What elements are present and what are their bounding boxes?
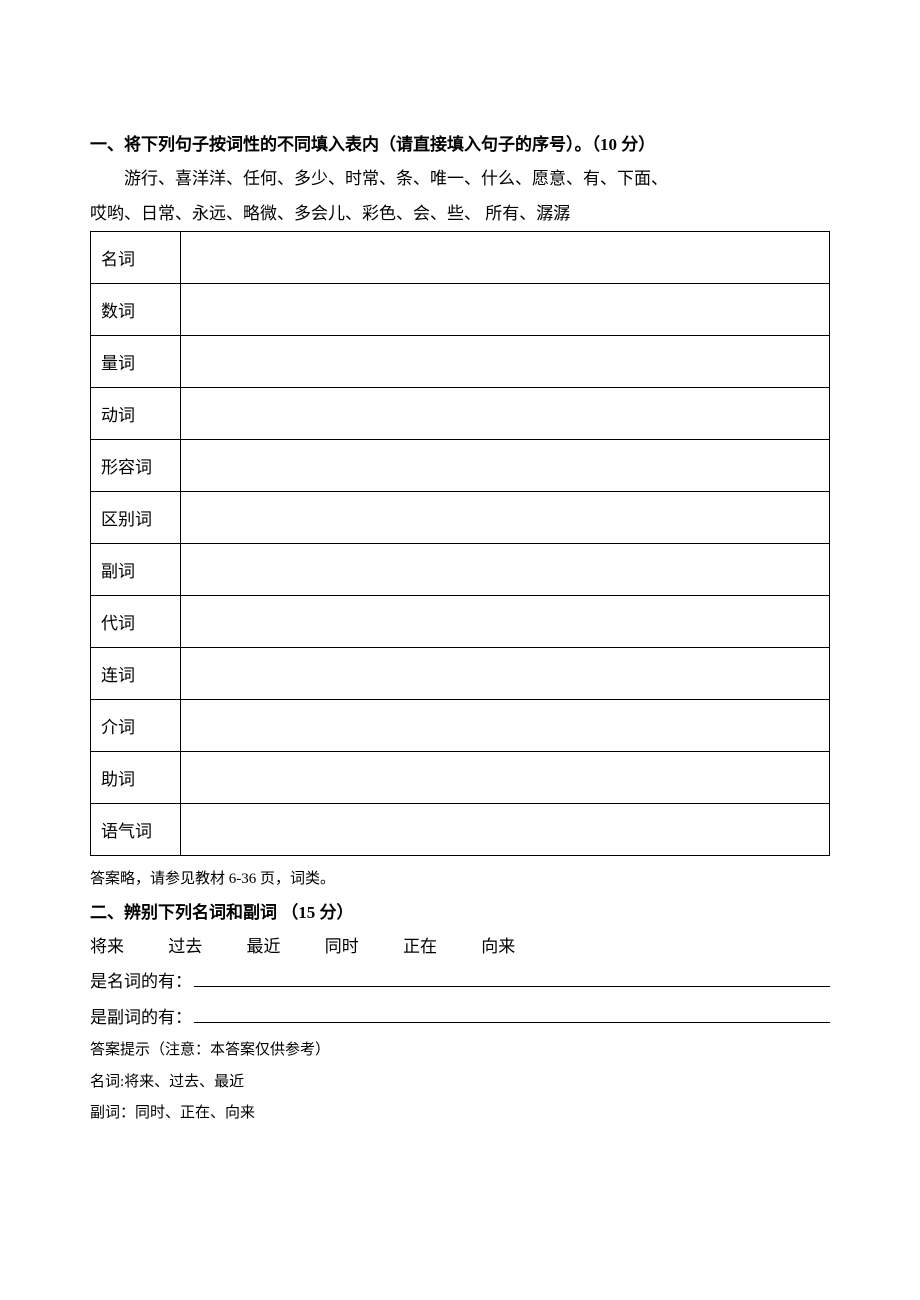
word-list-line-2: 哎哟、日常、永远、略微、多会儿、彩色、会、些、 所有、潺潺: [90, 198, 830, 229]
noun-fill-line: 是名词的有：: [90, 964, 830, 1000]
pos-table-body: 名词 数词 量词 动词 形容词 区别词: [91, 232, 830, 856]
section-2-words: 将来 过去 最近 同时 正在 向来: [90, 930, 830, 964]
row-value[interactable]: [181, 232, 830, 284]
row-value[interactable]: [181, 752, 830, 804]
adverb-fill-line: 是副词的有：: [90, 1000, 830, 1036]
table-row: 语气词: [91, 804, 830, 856]
row-value[interactable]: [181, 492, 830, 544]
row-label: 语气词: [91, 804, 181, 856]
table-row: 代词: [91, 596, 830, 648]
table-row: 连词: [91, 648, 830, 700]
table-row: 区别词: [91, 492, 830, 544]
row-value[interactable]: [181, 336, 830, 388]
row-value[interactable]: [181, 284, 830, 336]
word-item: 正在: [403, 930, 437, 964]
row-label: 代词: [91, 596, 181, 648]
section-2: 二、辨别下列名词和副词 （15 分） 将来 过去 最近 同时 正在 向来 是名词…: [90, 896, 830, 1130]
row-label: 区别词: [91, 492, 181, 544]
row-value[interactable]: [181, 544, 830, 596]
row-label: 动词: [91, 388, 181, 440]
table-row: 介词: [91, 700, 830, 752]
word-item: 过去: [168, 930, 202, 964]
row-value[interactable]: [181, 596, 830, 648]
answer-adverb: 副词：同时、正在、向来: [90, 1098, 830, 1130]
row-label: 数词: [91, 284, 181, 336]
row-label: 量词: [91, 336, 181, 388]
table-row: 形容词: [91, 440, 830, 492]
word-item: 将来: [90, 930, 124, 964]
table-row: 助词: [91, 752, 830, 804]
word-item: 最近: [247, 930, 281, 964]
noun-underline[interactable]: [194, 967, 830, 987]
row-value[interactable]: [181, 700, 830, 752]
noun-label: 是名词的有：: [90, 964, 192, 1000]
section-2-title: 二、辨别下列名词和副词 （15 分）: [90, 896, 830, 930]
table-row: 副词: [91, 544, 830, 596]
section-1: 一、将下列句子按词性的不同填入表内（请直接填入句子的序号）。（10 分） 游行、…: [90, 130, 830, 896]
table-row: 名词: [91, 232, 830, 284]
row-label: 形容词: [91, 440, 181, 492]
section-1-answer-note: 答案略，请参见教材 6-36 页，词类。: [90, 864, 830, 896]
row-label: 副词: [91, 544, 181, 596]
word-list-line-1: 游行、喜洋洋、任何、多少、时常、条、唯一、什么、愿意、有、下面、: [90, 163, 830, 194]
answer-hint: 答案提示（注意：本答案仅供参考）: [90, 1035, 830, 1067]
row-label: 连词: [91, 648, 181, 700]
section-1-title: 一、将下列句子按词性的不同填入表内（请直接填入句子的序号）。（10 分）: [90, 130, 830, 161]
row-label: 助词: [91, 752, 181, 804]
row-value[interactable]: [181, 804, 830, 856]
row-value[interactable]: [181, 648, 830, 700]
pos-table: 名词 数词 量词 动词 形容词 区别词: [90, 231, 830, 856]
word-item: 向来: [481, 930, 515, 964]
table-row: 数词: [91, 284, 830, 336]
adverb-underline[interactable]: [194, 1003, 830, 1023]
row-label: 名词: [91, 232, 181, 284]
row-value[interactable]: [181, 388, 830, 440]
row-label: 介词: [91, 700, 181, 752]
answer-noun: 名词:将来、过去、最近: [90, 1067, 830, 1099]
row-value[interactable]: [181, 440, 830, 492]
adverb-label: 是副词的有：: [90, 1000, 192, 1036]
table-row: 动词: [91, 388, 830, 440]
word-item: 同时: [325, 930, 359, 964]
table-row: 量词: [91, 336, 830, 388]
